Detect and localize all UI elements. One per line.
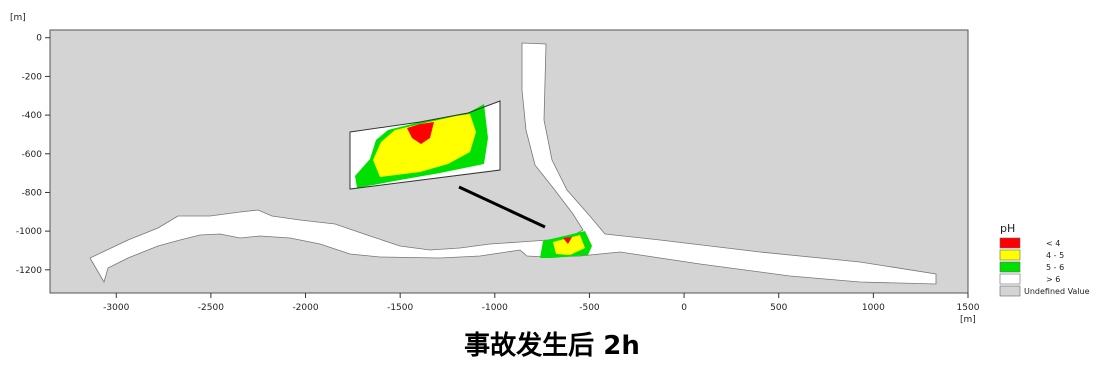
x-tick-label: -2500 [198,303,224,313]
ph-contour-map: [m] -3000 -2500 -2000 -1500 -1000 -500 0 500 100… [10,13,1090,325]
zoom-inset [349,100,501,190]
channel-contour-patch [540,231,592,258]
legend-label: > 6 [1046,275,1060,284]
legend-title: pH [1000,222,1015,235]
x-tick-label: -2000 [292,303,318,313]
y-tick-label: -200 [22,72,43,82]
y-tick-label: -600 [22,150,43,160]
y-unit-label: [m] [10,13,26,23]
legend-label: 4 - 5 [1046,251,1064,260]
legend-swatch [999,273,1021,285]
legend-swatch [999,285,1021,297]
x-tick-label: 500 [770,303,787,313]
map-background [49,29,969,294]
x-tick-label: -1500 [387,303,413,313]
x-tick-label: 1500 [957,303,980,313]
y-tick-label: -1200 [16,266,42,276]
x-tick-label: 1000 [862,303,885,313]
x-axis: -3000 -2500 -2000 -1500 -1000 -500 0 500 1000 150… [103,293,980,313]
legend-swatch [999,237,1021,249]
legend-label: < 4 [1046,239,1060,248]
y-tick-label: -400 [22,111,43,121]
legend: pH < 4 4 - 5 5 - 6 > 6 Undefined Value [999,222,1090,297]
x-unit-label: [m] [960,315,976,325]
caption: 事故发生后 2h [464,331,640,361]
legend-label: 5 - 6 [1046,263,1064,272]
x-tick-label: 0 [681,303,687,313]
legend-label: Undefined Value [1024,287,1090,296]
y-axis: 0 -200 -400 -600 -800 -1000 -1200 [16,34,50,276]
y-tick-label: -800 [22,188,43,198]
y-tick-label: 0 [36,34,42,44]
x-tick-label: -500 [579,303,600,313]
x-tick-label: -1000 [482,303,508,313]
x-tick-label: -3000 [103,303,129,313]
river-channel [89,42,937,285]
legend-swatch [999,261,1021,273]
y-tick-label: -1000 [16,227,42,237]
inset-pointer-line [458,185,546,229]
legend-swatch [999,249,1021,261]
